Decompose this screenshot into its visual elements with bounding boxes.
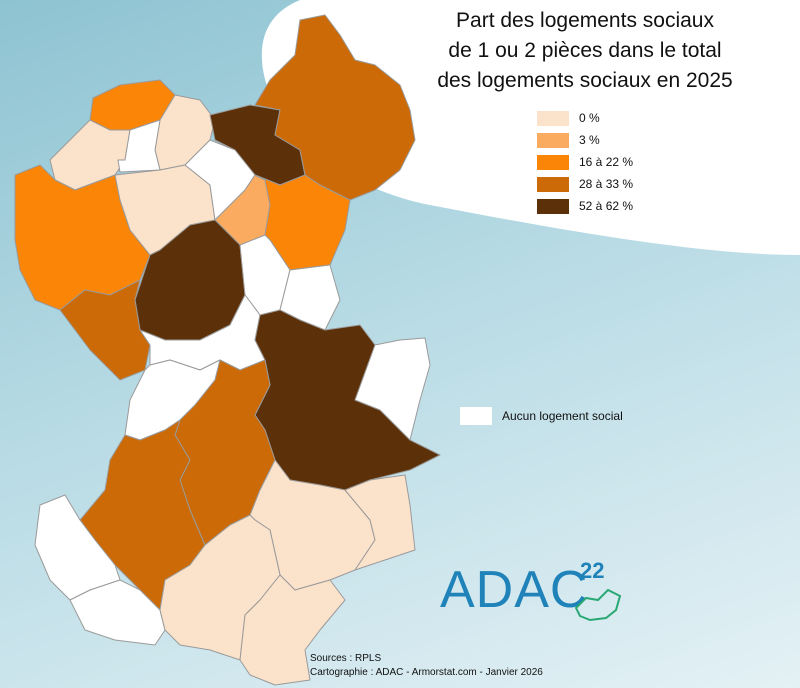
legend-label: 16 à 22 % <box>579 155 634 169</box>
legend-item: 28 à 33 % <box>537 173 633 195</box>
legend-item: 0 % <box>537 107 633 129</box>
title-bubble <box>261 0 800 255</box>
commune-c27[interactable] <box>239 574 346 686</box>
legend-swatch <box>537 198 569 214</box>
adac-logo: ADAC 22 <box>440 558 622 622</box>
logo-map-icon <box>574 588 622 622</box>
no-data-swatch <box>460 407 492 425</box>
title-line-1: Part des logements sociaux <box>456 9 714 32</box>
commune-c7[interactable] <box>14 164 151 311</box>
legend-swatch <box>537 154 569 170</box>
legend-item: 3 % <box>537 129 633 151</box>
legend: 0 % 3 % 16 à 22 % 28 à 33 % 52 à 62 % <box>537 107 633 217</box>
legend-swatch <box>537 176 569 192</box>
legend-swatch <box>537 132 569 148</box>
commune-c26[interactable] <box>159 514 281 661</box>
legend-label: 28 à 33 % <box>579 177 634 191</box>
commune-c23[interactable] <box>344 474 416 571</box>
legend-swatch <box>537 110 569 126</box>
title-line-2: de 1 ou 2 pièces dans le total <box>448 39 722 62</box>
logo-text: ADAC <box>440 561 589 619</box>
legend-label: 3 % <box>579 133 600 147</box>
no-data-legend: Aucun logement social <box>460 407 623 425</box>
commune-c18[interactable] <box>354 337 431 441</box>
title-line-3: des logements sociaux en 2025 <box>437 69 733 92</box>
legend-label: 52 à 62 % <box>579 199 634 213</box>
map-title: Part des logements sociaux de 1 ou 2 piè… <box>400 6 770 96</box>
legend-label: 0 % <box>579 111 600 125</box>
sources-line-1: Sources : RPLS <box>310 653 382 664</box>
sources-line-2: Cartographie : ADAC - Armorstat.com - Ja… <box>310 667 543 678</box>
legend-item: 16 à 22 % <box>537 151 633 173</box>
legend-item: 52 à 62 % <box>537 195 633 217</box>
logo-superscript: 22 <box>580 558 605 583</box>
no-data-label: Aucun logement social <box>502 409 623 423</box>
commune-c6[interactable] <box>254 14 416 201</box>
sources: Sources : RPLS Cartographie : ADAC - Arm… <box>310 652 543 680</box>
commune-c4[interactable] <box>117 119 161 173</box>
